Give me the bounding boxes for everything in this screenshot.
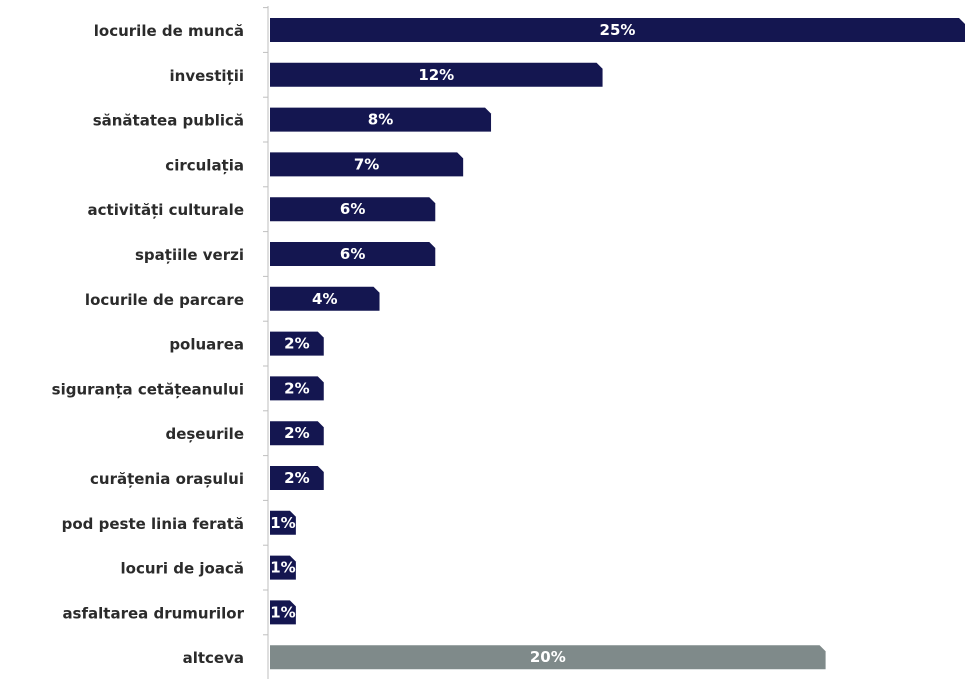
data-label: 1% [270,559,295,577]
data-label: 2% [284,469,309,487]
bar-11 [270,466,324,490]
bars-group: 25% 12% 8% 7% 6% 6% 4% 2% 2% 2% 2% 1% 1% 1% 20% [270,18,965,670]
axis-group [263,6,269,679]
category-label: curățenia orașului [90,470,244,488]
category-label: siguranța cetățeanului [52,380,244,398]
data-label: 1% [270,603,295,621]
data-label: 20% [530,648,566,666]
bar-2 [270,62,603,87]
bar-15 [270,645,826,670]
bar-13 [270,555,296,580]
bar-9 [270,376,324,401]
bar-5 [270,197,436,222]
bar-8 [270,331,324,356]
category-label: spațiile verzi [135,246,244,264]
data-label: 2% [284,335,309,353]
category-label: pod peste linia ferată [62,515,244,533]
category-label: locurile de muncă [94,22,244,40]
category-label: poluarea [169,336,244,354]
bar-7 [270,286,380,311]
category-label: deșeurile [165,425,244,443]
category-label: locurile de parcare [85,291,244,309]
bar-12 [270,510,296,535]
category-label: locuri de joacă [121,560,245,578]
category-labels-group: locurile de muncă investiții sănătatea pub… [52,22,245,667]
category-label: investiții [170,67,244,85]
bar-4 [270,152,464,177]
category-label: activități culturale [88,201,244,219]
bar-3 [270,107,492,132]
data-label: 4% [312,290,337,308]
bar-10 [270,421,324,446]
data-label: 2% [284,424,309,442]
data-label: 7% [354,155,379,173]
category-label: circulația [165,156,244,174]
bar-6 [270,242,436,266]
category-label: altceva [183,649,244,667]
data-label: 25% [600,21,636,39]
data-label: 12% [418,66,454,84]
category-label: sănătatea publică [93,112,244,130]
bar-14 [270,600,296,625]
data-label: 1% [270,514,295,532]
data-label: 6% [340,200,365,218]
data-label: 8% [368,111,393,129]
bar-1 [270,18,965,42]
data-label: 2% [284,379,309,397]
category-label: asfaltarea drumurilor [62,604,244,622]
data-label: 6% [340,245,365,263]
